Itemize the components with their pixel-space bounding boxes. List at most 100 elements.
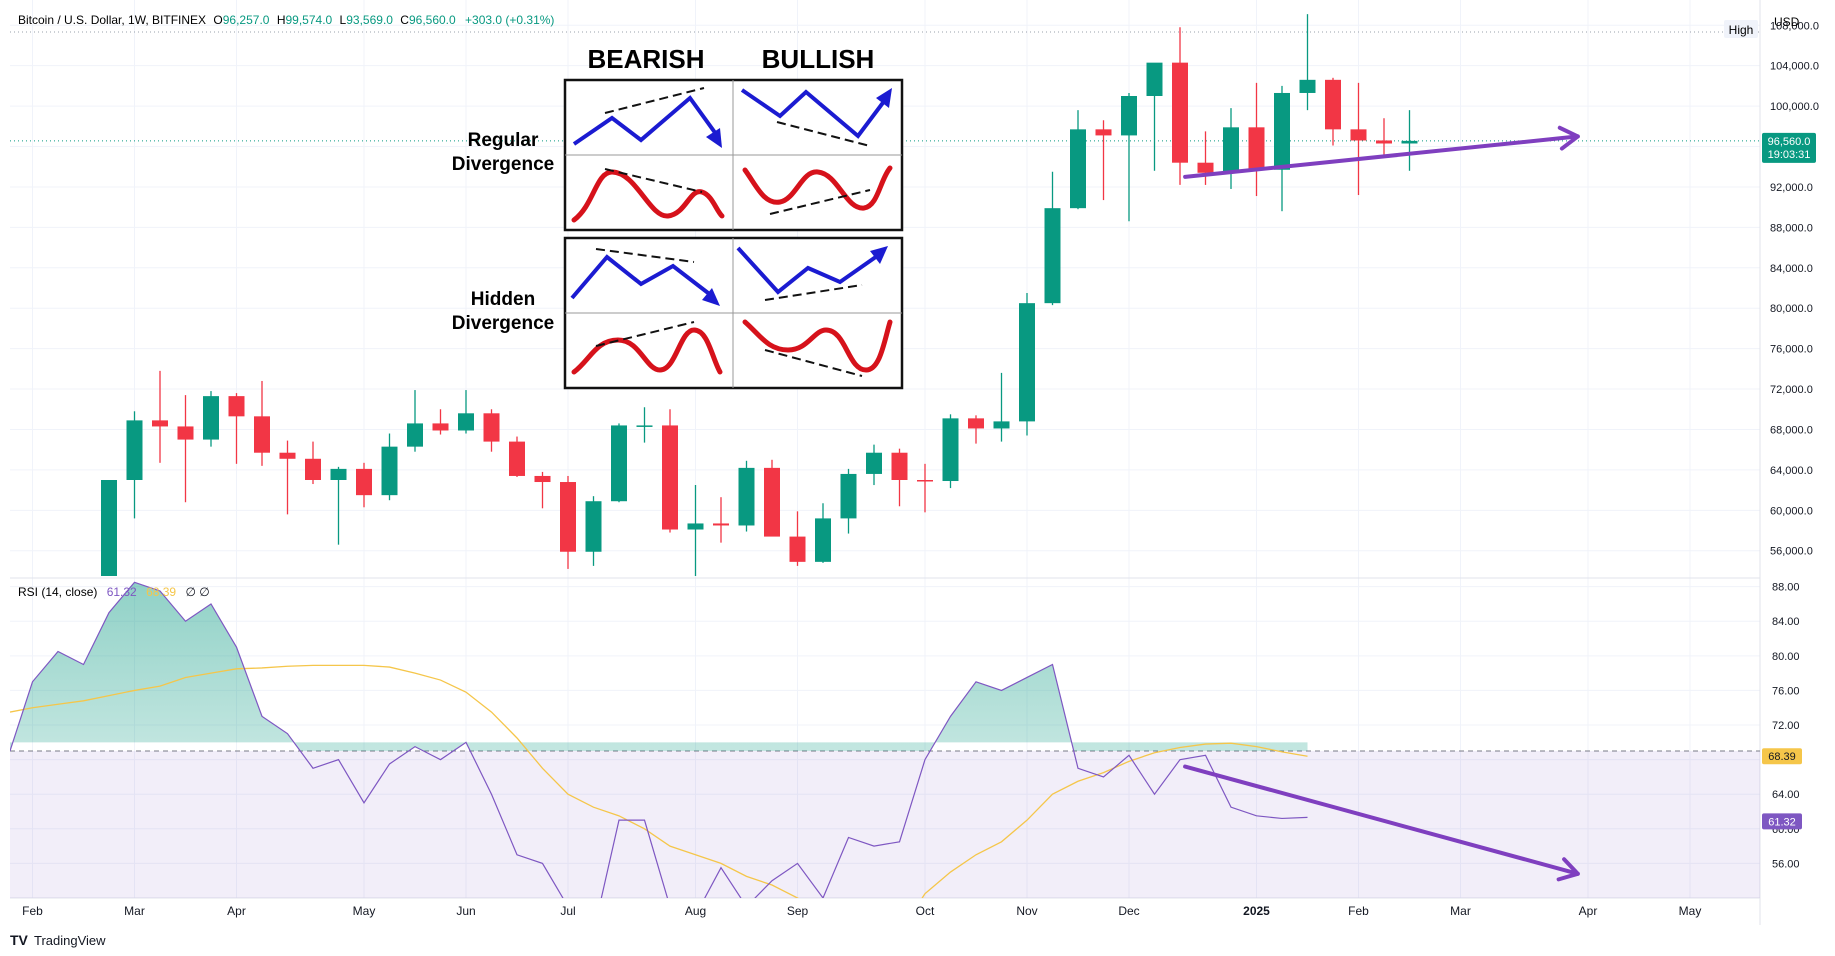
legend-high: 99,574.0 bbox=[285, 13, 332, 27]
candle-body bbox=[381, 446, 398, 496]
price-tick-label: 92,000.0 bbox=[1770, 182, 1813, 194]
candle-body bbox=[101, 480, 117, 576]
currency-label[interactable]: USD bbox=[1774, 15, 1800, 29]
price-trend-arrow bbox=[1183, 125, 1580, 179]
time-tick-label: Nov bbox=[1016, 904, 1037, 918]
high-label: High bbox=[1729, 23, 1754, 37]
candle-body bbox=[432, 423, 449, 431]
candle-body bbox=[279, 452, 296, 459]
time-tick-label: Mar bbox=[124, 904, 145, 918]
candle-body bbox=[1223, 127, 1239, 173]
time-tick-label: Jun bbox=[456, 904, 475, 918]
time-tick-label: Feb bbox=[1348, 904, 1369, 918]
diagram-hidden-bearish-rsi bbox=[571, 321, 723, 375]
last-price-value: 96,560.0 bbox=[1768, 136, 1811, 148]
legend-low: 93,569.0 bbox=[346, 13, 393, 27]
candle-body bbox=[1044, 208, 1061, 304]
time-tick-label: Oct bbox=[916, 904, 935, 918]
diagram-hidden-bullish-rsi bbox=[742, 319, 893, 377]
candle-body bbox=[1019, 303, 1035, 422]
price-tick-label: 108,000.0 bbox=[1770, 20, 1819, 32]
price-tick-label: 84,000.0 bbox=[1770, 263, 1813, 275]
candle-body bbox=[560, 482, 576, 552]
rsi-legend-ma: 68.39 bbox=[146, 585, 176, 599]
rsi-tick-label: 64.00 bbox=[1772, 789, 1800, 801]
time-tick-label: Dec bbox=[1118, 904, 1139, 918]
candle-body bbox=[228, 396, 245, 417]
candle-body bbox=[662, 425, 678, 530]
candle-body bbox=[840, 473, 857, 519]
rsi-line bbox=[10, 581, 1308, 898]
price-tick-label: 104,000.0 bbox=[1770, 61, 1819, 73]
price-tick-label: 88,000.0 bbox=[1770, 222, 1813, 234]
price-tick-label: 72,000.0 bbox=[1770, 384, 1813, 396]
tradingview-logo[interactable]: TV TradingView bbox=[10, 932, 106, 948]
candle-body bbox=[1095, 129, 1112, 136]
candle-body bbox=[254, 416, 270, 453]
legend-low-label: L bbox=[340, 13, 347, 27]
rsi-tick-label: 76.00 bbox=[1772, 685, 1800, 697]
price-tick-label: 64,000.0 bbox=[1770, 465, 1813, 477]
candle-body bbox=[585, 501, 602, 552]
candle-body bbox=[611, 425, 627, 502]
candle-body bbox=[1274, 92, 1290, 170]
candle-body bbox=[1248, 127, 1265, 170]
diagram-row-hidden-line1: Hidden bbox=[471, 289, 535, 310]
tradingview-logo-icon: TV bbox=[10, 932, 29, 948]
legend-close-label: C bbox=[400, 13, 409, 27]
rsi-overbought-fill bbox=[10, 582, 1308, 751]
rsi-legend-null-icon: ∅ ∅ bbox=[185, 585, 209, 599]
rsi-value-badge-value: 61.32 bbox=[1768, 816, 1796, 828]
candle-body bbox=[1172, 62, 1188, 163]
legend-close: 96,560.0 bbox=[409, 13, 456, 27]
candle-body bbox=[866, 452, 882, 474]
time-tick-label: Apr bbox=[227, 904, 246, 918]
rsi-tick-label: 72.00 bbox=[1772, 720, 1800, 732]
candle-body bbox=[356, 468, 372, 496]
time-tick-label: May bbox=[353, 904, 376, 918]
legend-change: +303.0 (+0.31%) bbox=[465, 13, 554, 27]
grid-lines bbox=[10, 0, 1760, 898]
time-tick-label: May bbox=[1679, 904, 1702, 918]
candle-body bbox=[993, 421, 1010, 429]
diagram-regular-bullish-price bbox=[740, 88, 892, 147]
candle-body bbox=[1376, 140, 1392, 144]
rsi-tick-label: 88.00 bbox=[1772, 582, 1800, 594]
high-label-box bbox=[1724, 20, 1758, 38]
rsi-legend[interactable]: RSI (14, close) 61.32 68.39 ∅ ∅ bbox=[18, 585, 210, 599]
candle-body bbox=[126, 420, 143, 480]
rsi-ma-line bbox=[10, 664, 1308, 898]
candle-body bbox=[305, 458, 321, 480]
chart-legend: Bitcoin / U.S. Dollar, 1W, BITFINEX O96,… bbox=[18, 13, 554, 27]
candle-body bbox=[1401, 140, 1418, 144]
candle-body bbox=[968, 418, 984, 429]
diagram-hidden-bearish-price bbox=[570, 248, 720, 306]
time-tick-label: Jul bbox=[560, 904, 575, 918]
diagram-header-bullish: BULLISH bbox=[762, 44, 875, 74]
diagram-row-regular-line2: Divergence bbox=[452, 154, 554, 175]
price-tick-label: 100,000.0 bbox=[1770, 101, 1819, 113]
diagram-regular-bullish-rsi bbox=[742, 165, 893, 215]
candle-body bbox=[891, 452, 908, 480]
tradingview-brand: TradingView bbox=[34, 933, 106, 948]
rsi-trend-arrow bbox=[1183, 764, 1580, 882]
candle-body bbox=[815, 518, 831, 562]
rsi-ma-badge: 68.39 bbox=[1762, 748, 1802, 765]
candle-body bbox=[1121, 96, 1137, 136]
candle-body bbox=[764, 467, 780, 537]
candle-body bbox=[152, 420, 168, 427]
last-price-countdown: 19:03:31 bbox=[1768, 149, 1811, 161]
time-tick-label: 2025 bbox=[1243, 904, 1270, 918]
price-tick-label: 60,000.0 bbox=[1770, 505, 1813, 517]
time-tick-label: Mar bbox=[1450, 904, 1471, 918]
candle-body bbox=[636, 425, 653, 427]
price-tick-label: 80,000.0 bbox=[1770, 303, 1813, 315]
candle-body bbox=[942, 418, 959, 482]
rsi-tick-label: 56.00 bbox=[1772, 858, 1800, 870]
candle-body bbox=[1299, 79, 1316, 93]
price-tick-label: 56,000.0 bbox=[1770, 546, 1813, 558]
candle-body bbox=[738, 467, 755, 526]
rsi-ma-badge-value: 68.39 bbox=[1768, 751, 1796, 763]
candle-body bbox=[1146, 62, 1163, 96]
time-tick-label: Apr bbox=[1579, 904, 1598, 918]
